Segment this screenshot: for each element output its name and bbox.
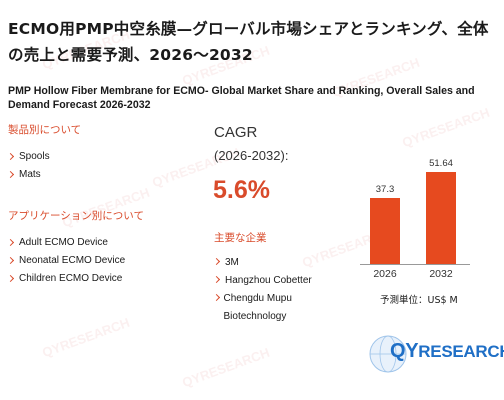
x-axis-line [360, 264, 470, 265]
chevron-right-icon [8, 275, 14, 284]
x-tick-label: 2026 [373, 268, 397, 280]
logo-text: QYRESEARCH [390, 340, 504, 362]
bar-2026 [370, 197, 400, 264]
companies-list: 3M Hangzhou Cobetter Chengdu Mupu Biotec… [214, 254, 324, 326]
cagr-value: 5.6% [213, 176, 270, 204]
application-list: Adult ECMO Device Neonatal ECMO Device C… [8, 234, 125, 288]
companies-heading: 主要な企業 [214, 232, 267, 244]
chevron-right-icon [214, 276, 220, 285]
bar-value-label: 51.64 [429, 158, 453, 169]
page-subtitle: PMP Hollow Fiber Membrane for ECMO- Glob… [8, 85, 475, 111]
chevron-right-icon [8, 171, 14, 180]
chevron-right-icon [214, 294, 219, 303]
list-item: Adult ECMO Device [8, 234, 125, 252]
unit-label: 予測単位：US$ M [380, 295, 458, 306]
page-title: ECMO用PMP中空糸膜—グローバル市場シェアとランキング、全体の売上と需要予測… [8, 20, 489, 64]
bar-2032 [426, 172, 456, 264]
list-item: 3M [214, 254, 324, 272]
cagr-label: CAGR [214, 124, 258, 141]
product-list: Spools Mats [8, 148, 50, 184]
list-item: Spools [8, 148, 50, 166]
list-item: Mats [8, 166, 50, 184]
chevron-right-icon [8, 239, 14, 248]
application-section-heading: アプリケーション別について [8, 210, 144, 222]
list-item: Neonatal ECMO Device [8, 252, 125, 270]
x-tick-label: 2032 [429, 268, 453, 280]
watermark: QYRESEARCH [180, 344, 272, 391]
list-item: Hangzhou Cobetter [214, 272, 324, 290]
list-item: Chengdu Mupu Biotechnology [214, 290, 324, 326]
chevron-right-icon [8, 257, 14, 266]
globe-icon [369, 335, 407, 373]
chevron-right-icon [214, 258, 220, 267]
cagr-period: (2026-2032): [214, 148, 289, 163]
list-item: Children ECMO Device [8, 270, 125, 288]
bar-chart: 37.3 2026 51.64 2032 [360, 150, 480, 290]
product-section-heading: 製品別について [8, 124, 82, 136]
bar-value-label: 37.3 [375, 183, 395, 195]
qyresearch-logo: QYRESEARCH [360, 326, 504, 386]
chevron-right-icon [8, 153, 14, 162]
watermark: QYRESEARCH [40, 314, 132, 361]
